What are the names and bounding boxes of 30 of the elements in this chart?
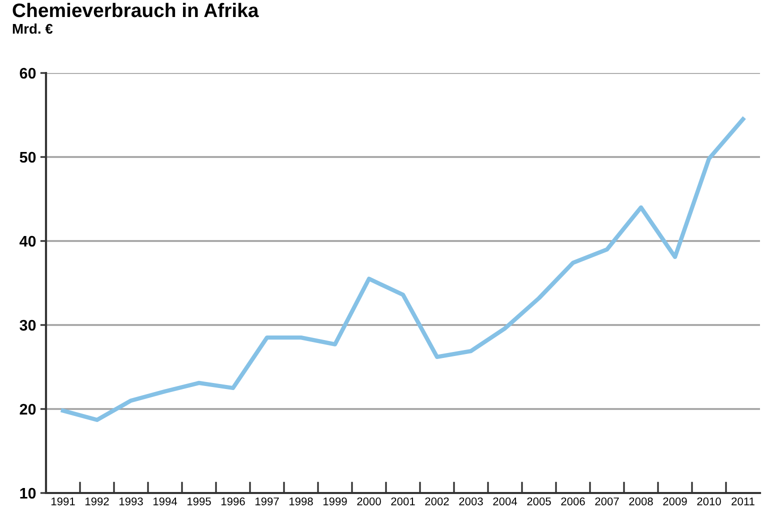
x-tick-label: 1991	[51, 497, 75, 506]
x-tick-label: 2001	[391, 497, 415, 506]
y-tick-label: 30	[20, 320, 36, 331]
x-tick-label: 2010	[697, 497, 721, 506]
x-tick-label: 2009	[663, 497, 687, 506]
x-tick-label: 2005	[527, 497, 551, 506]
x-tick-label: 2007	[595, 497, 619, 506]
x-tick-label: 1997	[255, 497, 279, 506]
x-tick-label: 1996	[221, 497, 245, 506]
x-tick-label: 2000	[357, 497, 381, 506]
x-tick-label: 2008	[629, 497, 653, 506]
x-tick-label: 2006	[561, 497, 585, 506]
x-tick-label: 2011	[732, 497, 754, 506]
x-tick-label: 1994	[153, 497, 178, 506]
y-tick-label: 50	[20, 152, 36, 163]
x-tick-label: 2002	[425, 497, 449, 506]
line-series	[60, 117, 746, 422]
x-tick-label: 1998	[289, 497, 313, 506]
chart-title: Chemieverbrauch in Afrika	[12, 2, 259, 18]
x-tick-label: 1995	[187, 497, 211, 506]
y-tick-label: 40	[20, 236, 36, 247]
x-tick-label: 2004	[493, 497, 518, 506]
x-tick-label: 2003	[459, 497, 483, 506]
x-tick-label: 1993	[119, 497, 143, 506]
x-tick-label: 1992	[85, 497, 109, 506]
x-tick-label: 1999	[323, 497, 347, 506]
y-tick-label: 10	[20, 488, 36, 499]
y-axis-title: Mrd. €	[12, 24, 53, 34]
y-tick-label: 60	[20, 68, 36, 79]
y-tick-label: 20	[20, 404, 36, 415]
